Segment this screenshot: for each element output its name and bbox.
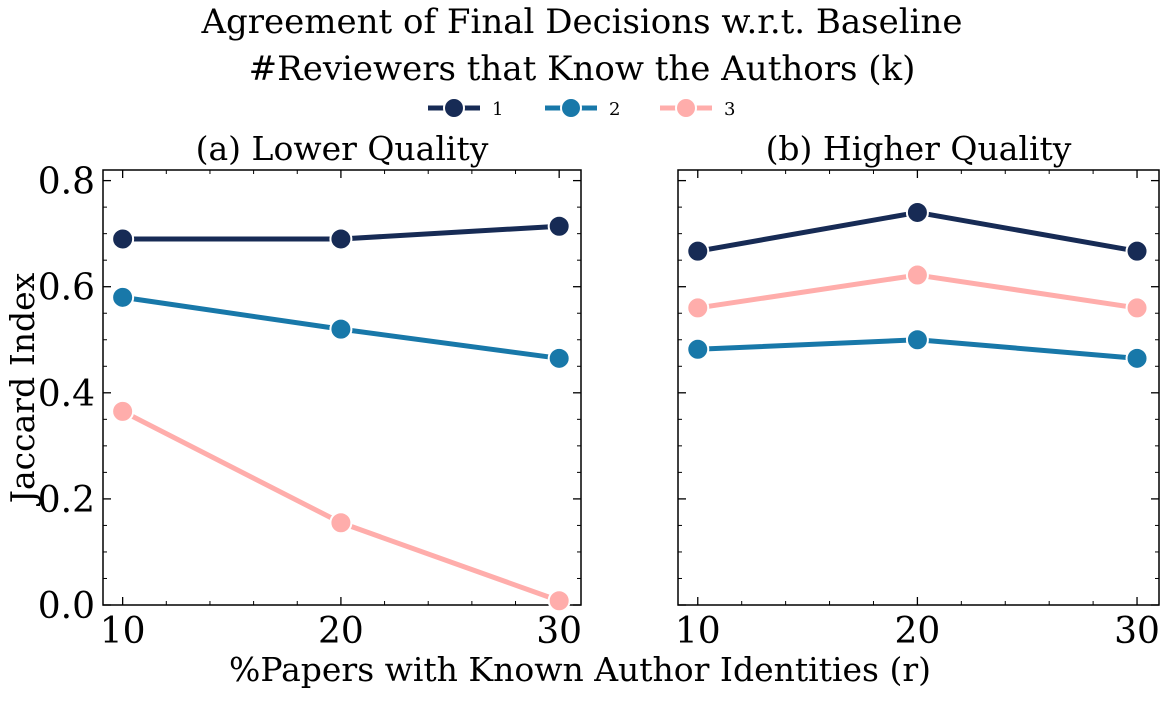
panel-title: (b) Higher Quality	[766, 129, 1072, 168]
legend-marker-k3	[675, 97, 697, 119]
y-tick-label: 0.0	[38, 586, 95, 627]
panel-lower-quality: (a) Lower Quality 0.0 0.2 0.4 0.6 0.8 10 20 30	[38, 129, 582, 652]
x-tick-label: 20	[894, 611, 940, 652]
legend-label-k2: 2	[609, 99, 620, 120]
x-tick-label: 30	[536, 611, 582, 652]
y-tick-label: 0.8	[38, 162, 95, 203]
legend-marker-k2	[560, 97, 582, 119]
chart-title: Agreement of Final Decisions w.r.t. Base…	[200, 2, 962, 42]
y-axis-label: Jaccard Index	[3, 272, 42, 506]
y-tick-label: 0.6	[38, 268, 95, 309]
data-point-k1	[329, 227, 353, 251]
data-point-k1	[111, 227, 135, 251]
data-point-k3	[111, 399, 135, 423]
legend-label-k3: 3	[724, 99, 735, 120]
x-tick-label: 10	[100, 611, 146, 652]
panel-frame	[677, 169, 1160, 606]
data-point-k1	[547, 214, 571, 238]
data-point-k2	[329, 317, 353, 341]
data-point-k3	[1125, 296, 1149, 320]
panel-higher-quality: (b) Higher Quality 10 20 30	[675, 129, 1160, 652]
data-point-k1	[1125, 239, 1149, 263]
series-line-k3	[120, 408, 562, 604]
data-point-k3	[905, 263, 929, 287]
x-axis-label: %Papers with Known Author Identities (r)	[229, 650, 931, 689]
y-tick-label: 0.4	[38, 374, 95, 415]
x-tick-label: 10	[675, 611, 721, 652]
legend-marker-k1	[443, 97, 465, 119]
legend-title: #Reviewers that Know the Authors (k)	[249, 49, 916, 89]
data-point-k2	[111, 285, 135, 309]
x-tick-label: 30	[1114, 611, 1160, 652]
data-point-k2	[1125, 346, 1149, 370]
data-point-k2	[905, 328, 929, 352]
x-tick-label: 20	[318, 611, 364, 652]
data-point-k2	[547, 346, 571, 370]
panel-title: (a) Lower Quality	[196, 129, 489, 168]
data-point-k1	[905, 200, 929, 224]
data-point-k3	[547, 589, 571, 613]
y-tick-label: 0.2	[38, 480, 95, 521]
data-point-k1	[686, 239, 710, 263]
legend: 1 2 3	[428, 97, 735, 120]
panel-frame	[102, 169, 582, 606]
legend-label-k1: 1	[492, 99, 503, 120]
data-point-k3	[329, 511, 353, 535]
data-point-k2	[686, 337, 710, 361]
data-point-k3	[686, 296, 710, 320]
